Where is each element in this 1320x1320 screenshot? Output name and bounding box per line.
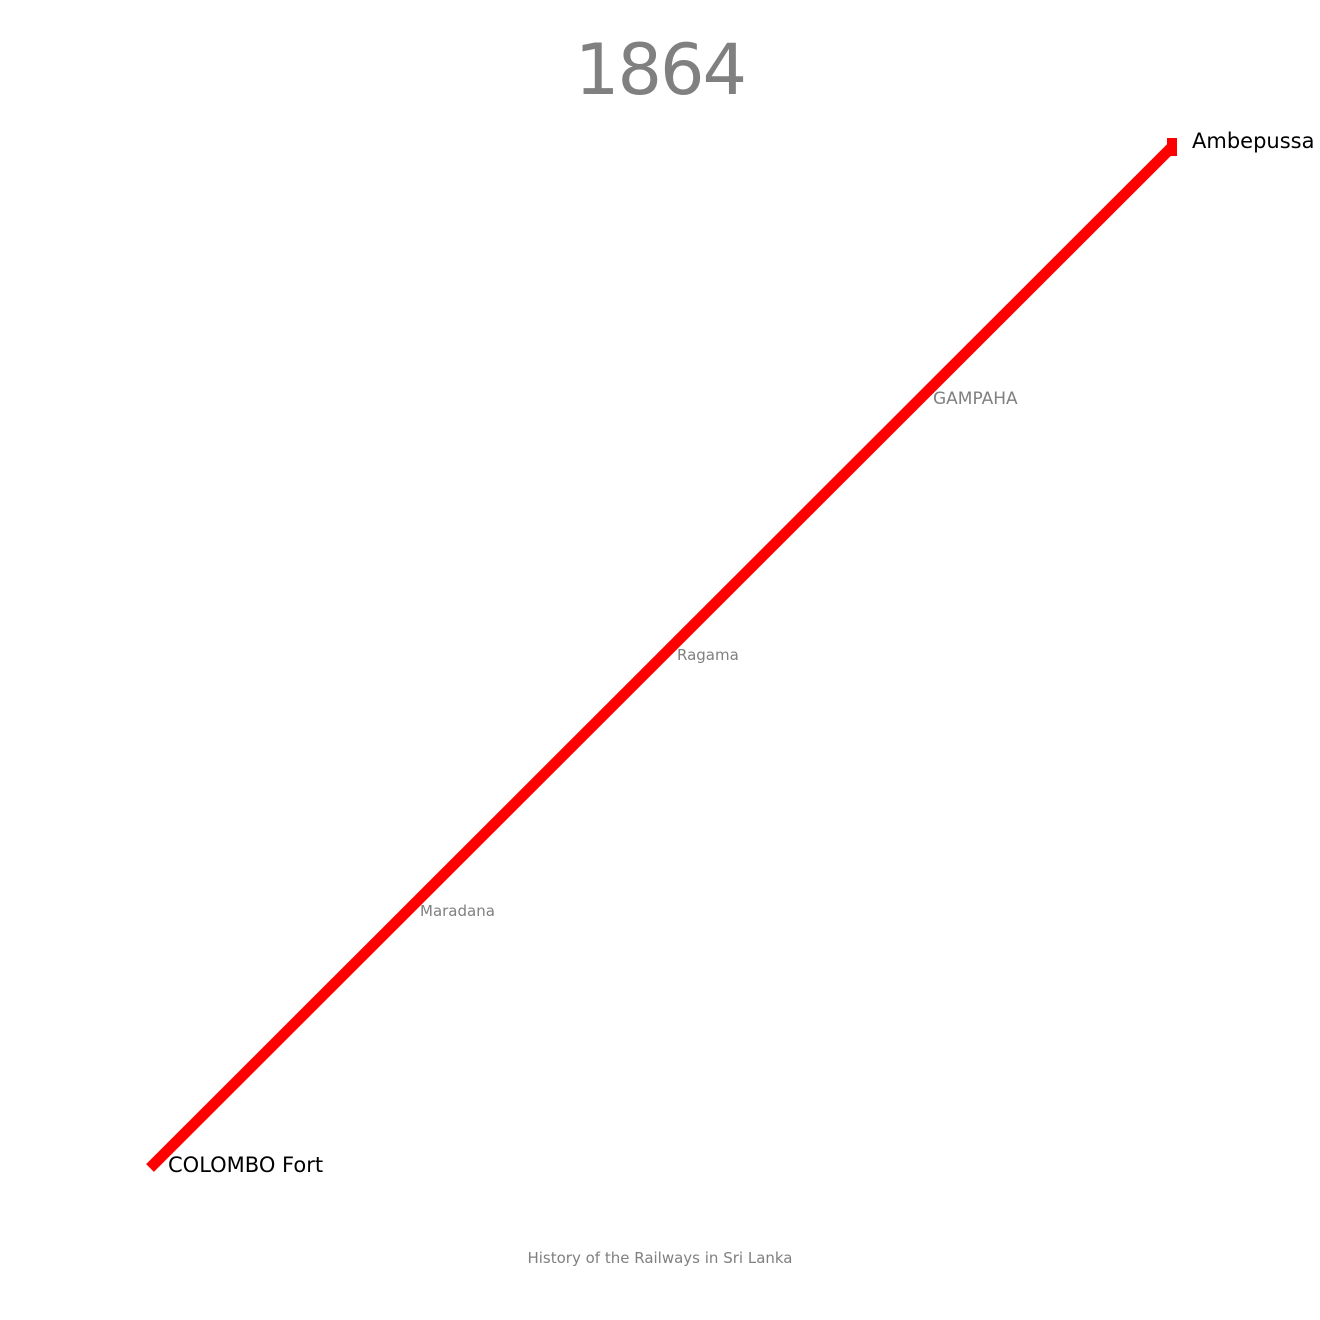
- year-title: 1864: [574, 29, 747, 111]
- railway-line: [146, 143, 1176, 1172]
- footer-caption: History of the Railways in Sri Lanka: [527, 1249, 793, 1267]
- ambepussa-terminus-marker: [1167, 138, 1177, 156]
- station-label-colombo-fort: COLOMBO Fort: [168, 1153, 323, 1177]
- station-label-gampaha: GAMPAHA: [933, 389, 1018, 409]
- station-labels: COLOMBO Fort Maradana Ragama GAMPAHA Ambepus…: [168, 129, 1314, 1177]
- station-label-ragama: Ragama: [677, 646, 739, 664]
- station-label-maradana: Maradana: [420, 902, 495, 920]
- station-label-ambepussa: Ambepussa: [1192, 129, 1314, 153]
